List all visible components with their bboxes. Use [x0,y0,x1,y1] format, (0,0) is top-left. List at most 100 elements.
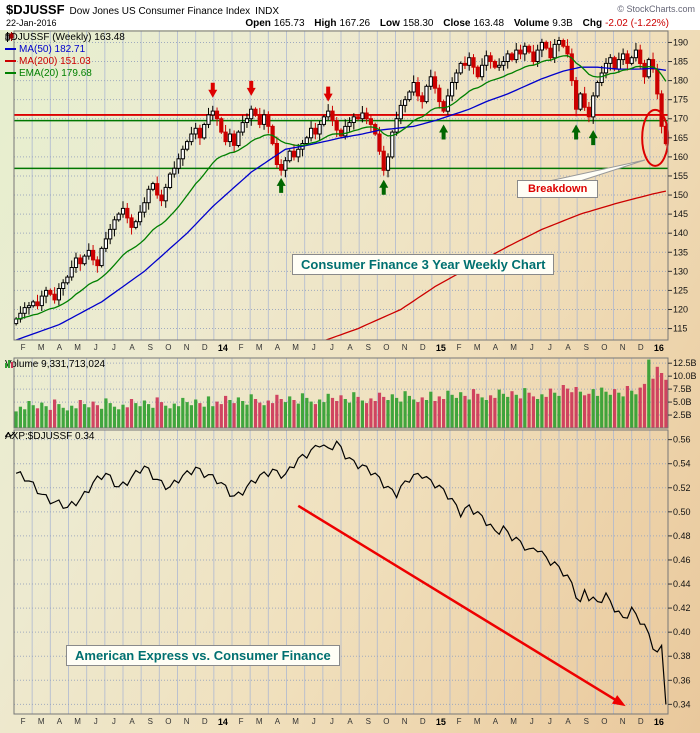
x-axis-month-label: J [311,717,316,726]
index-name: Dow Jones US Consumer Finance Index [69,6,251,17]
volume-chart-svg: 2.5B 5.0B 7.5B 10.0B 12.5B [13,357,697,429]
x-axis-month-label: S [147,717,153,726]
x-axis-month-label: S [365,343,371,352]
x-axis-month-label: A [347,717,353,726]
x-axis-month-label: O [601,717,608,726]
x-axis-month-label: A [274,717,281,726]
stockcharts-credit: © StockCharts.com [617,4,695,14]
ma200-row: MA(200) 151.03 [5,56,125,68]
x-axis-month-label: F [238,343,244,352]
x-axis-month-label: O [601,343,608,352]
x-axis-month-label: S [583,343,589,352]
chg-value: -2.02 (-1.22%) [605,18,669,29]
x-axis-month-label: J [329,343,334,352]
x-axis-month-label: N [619,717,626,726]
x-axis-month-label: M [37,343,45,352]
svg-text:0.48: 0.48 [673,531,691,541]
price-pane: 115 120 125 130 135 140 145 150 155 160 165 170 175 1… [0,30,700,341]
x-axis-month-label: M [292,717,299,726]
ema20-row: EMA(20) 179.68 [5,68,125,80]
x-axis-month-label: M [37,717,45,726]
x-axis-month-label: A [565,717,571,726]
x-axis-month-label: M [510,343,517,352]
x-axis-month-label: N [401,717,408,726]
x-axis-month-label: J [111,343,116,352]
x-axis-month-label: A [492,717,499,726]
open-value: 165.73 [273,18,305,29]
svg-text:0.36: 0.36 [673,675,691,685]
x-axis-month-label: A [492,343,499,352]
chart-date: 22-Jan-2016 [6,18,57,28]
bar-chart-icon [5,360,13,368]
x-axis-month-label: S [365,717,371,726]
x-axis-month-label: M [473,717,481,726]
svg-text:145: 145 [673,209,688,219]
svg-text:165: 165 [673,133,688,143]
x-axis-month-label: S [147,343,153,352]
x-axis-month-label: F [456,717,462,726]
high-label: High [314,18,337,29]
x-axis-month-label: J [547,717,552,726]
svg-text:130: 130 [673,266,688,276]
x-axis-month-label: J [311,343,316,352]
x-axis-month-label: J [529,343,534,352]
close-value: 163.48 [473,18,505,29]
breakdown-annotation: Breakdown [517,180,599,198]
svg-text:175: 175 [673,95,688,105]
low-value: 158.30 [402,18,434,29]
x-axis-month-label: M [74,717,81,726]
volume-legend-label: Volume 9,331,713,024 [5,359,106,370]
x-axis-month-label: J [111,717,116,726]
svg-text:10.0B: 10.0B [673,371,697,381]
ma50-swatch [5,48,16,51]
svg-text:0.46: 0.46 [673,555,691,565]
svg-text:170: 170 [673,114,688,124]
open-label: Open [245,18,271,29]
svg-text:180: 180 [673,76,688,86]
ma50-row: MA(50) 182.71 [5,44,125,56]
svg-text:0.56: 0.56 [673,435,691,445]
x-axis-month-label: D [201,717,208,726]
svg-text:140: 140 [673,228,688,238]
line-chart-icon [5,431,15,438]
svg-text:190: 190 [673,37,688,47]
volume-label: Volume [513,18,550,29]
x-axis-month-label: A [56,343,63,352]
price-pane-title: Consumer Finance 3 Year Weekly Chart [292,254,555,275]
svg-text:0.34: 0.34 [673,699,691,709]
svg-text:5.0B: 5.0B [673,397,692,407]
x-axis-month-label: N [183,343,190,352]
ema20-label: EMA(20) 179.68 [19,68,92,79]
svg-text:0.54: 0.54 [673,459,691,469]
x-axis-month-label: F [20,717,26,726]
chart-background [0,30,700,733]
ema20-swatch [5,72,16,75]
volume-legend-row: Volume 9,331,713,024 [5,359,105,371]
x-axis-month-label: J [547,343,552,352]
x-axis-month-label: A [274,343,281,352]
svg-text:0.42: 0.42 [673,603,691,613]
x-axis-month-label: N [619,343,626,352]
price-chart-svg: 115 120 125 130 135 140 145 150 155 160 165 170 175 1… [13,30,688,341]
x-axis-month-label: M [473,343,481,352]
x-axis-month-label: O [165,343,172,352]
x-axis-year-label: 15 [435,717,446,727]
x-axis-month-label: F [20,343,26,352]
svg-text:185: 185 [673,57,688,67]
svg-text:150: 150 [673,190,688,200]
x-axis-month-label: J [93,717,98,726]
svg-text:125: 125 [673,285,688,295]
x-axis-month-label: A [56,717,63,726]
exchange: INDX [255,6,280,17]
x-axis-month-label: M [74,343,81,352]
svg-text:135: 135 [673,247,688,257]
header-row-1: $DJUSSF Dow Jones US Consumer Finance Ind… [6,2,695,17]
svg-text:155: 155 [673,171,688,181]
svg-text:0.40: 0.40 [673,627,691,637]
x-axis-month-label: M [255,343,263,352]
chart-header: $DJUSSF Dow Jones US Consumer Finance Ind… [0,0,700,30]
svg-text:2.5B: 2.5B [673,410,692,420]
ratio-legend-row: AXP:$DJUSSF 0.34 [5,431,94,443]
quote-strip: Open 165.73 High 167.26 Low 158.30 Close 163… [238,17,669,30]
